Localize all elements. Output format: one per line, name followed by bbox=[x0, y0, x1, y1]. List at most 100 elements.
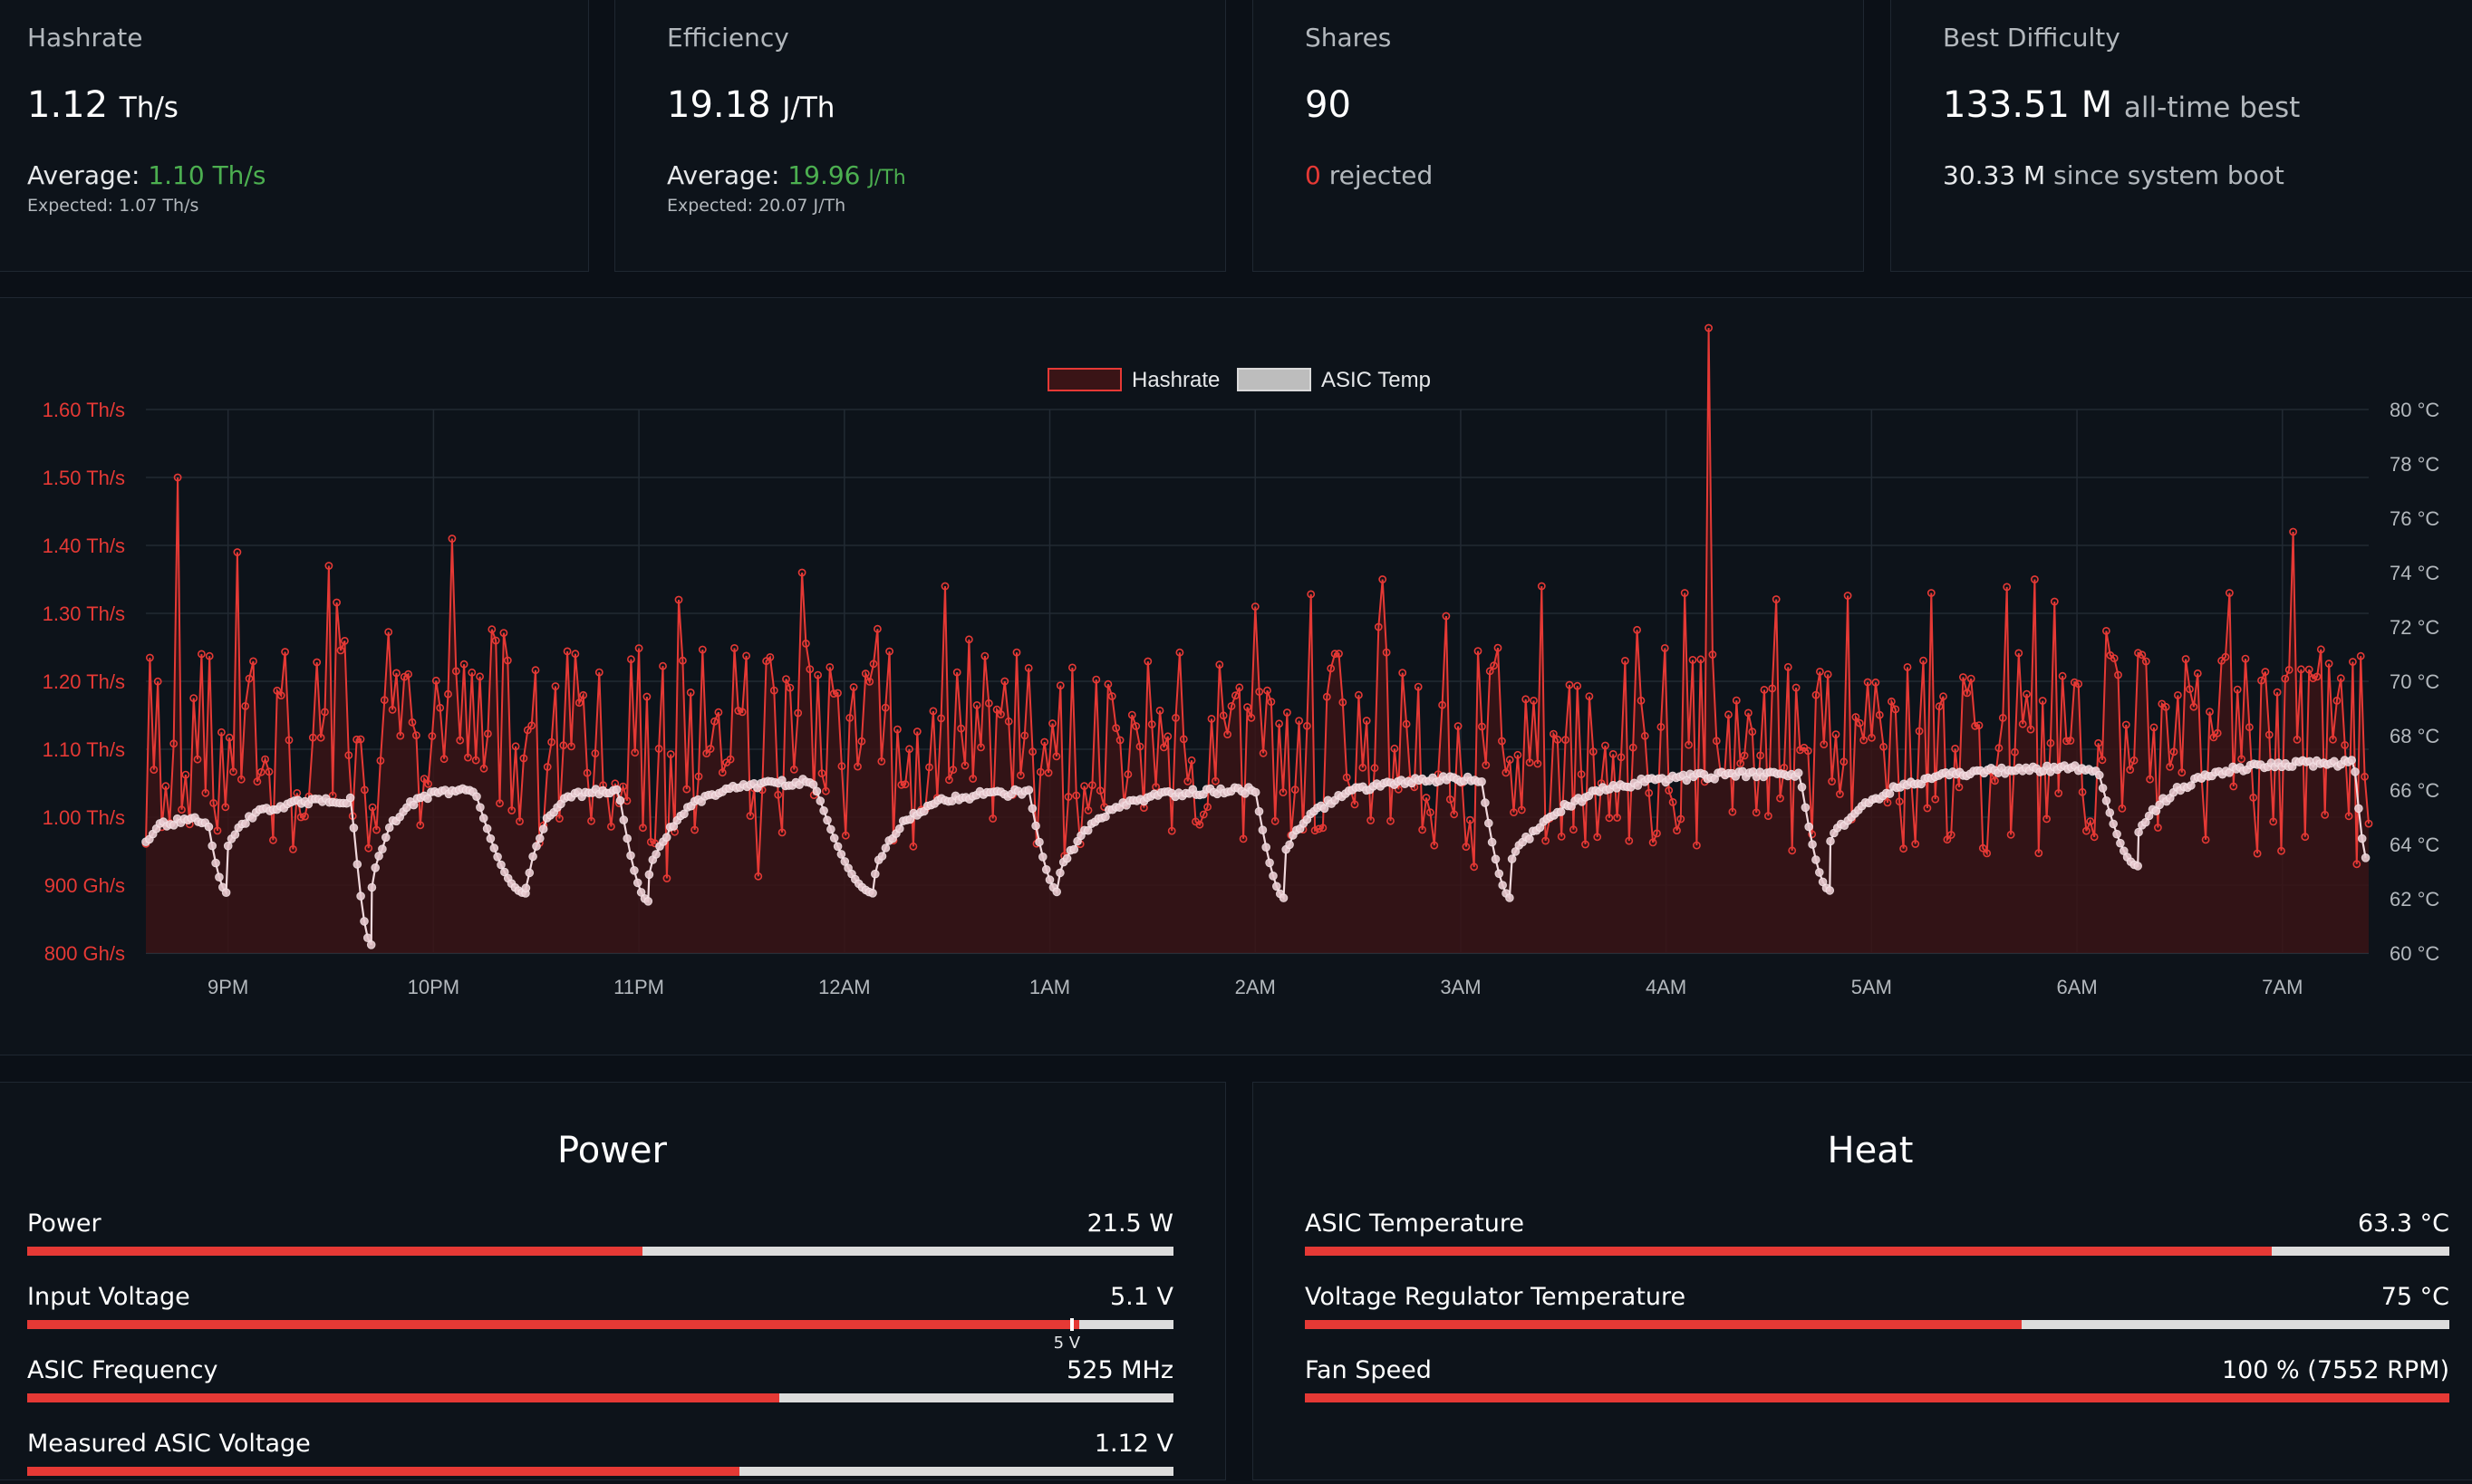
hashrate-point bbox=[229, 767, 237, 776]
hashrate-point bbox=[1530, 696, 1538, 705]
hashrate-point bbox=[2003, 583, 2012, 592]
shares-card: Shares 90 0 rejected bbox=[1252, 0, 1864, 272]
hashrate-point bbox=[957, 724, 965, 733]
hashrate-point bbox=[2321, 811, 2330, 819]
hashrate-point bbox=[1112, 724, 1121, 732]
hashrate-point bbox=[1048, 719, 1057, 728]
asic-temp-point bbox=[367, 882, 377, 892]
hashrate-point bbox=[893, 725, 902, 734]
hashrate-point bbox=[360, 785, 369, 795]
hashrate-point bbox=[1478, 722, 1486, 731]
asic-temp-point bbox=[1101, 812, 1110, 822]
hashrate-point bbox=[1307, 590, 1316, 599]
asic-temp-point bbox=[2112, 829, 2121, 839]
power-row-label: ASIC Frequency bbox=[27, 1356, 218, 1384]
hashrate-point bbox=[797, 568, 806, 577]
hashrate-point bbox=[941, 582, 950, 591]
hashrate-point bbox=[491, 636, 500, 645]
hashrate-point bbox=[989, 814, 998, 823]
hashrate-point bbox=[547, 737, 555, 747]
hashrate-point bbox=[1768, 684, 1777, 693]
hashrate-point bbox=[1760, 685, 1769, 694]
hashrate-point bbox=[2086, 817, 2095, 825]
asic-temp-point bbox=[1041, 864, 1051, 874]
asic-temp-point bbox=[538, 824, 548, 834]
asic-temp-point bbox=[2105, 808, 2115, 817]
hashrate-point bbox=[666, 750, 675, 758]
hashrate-point bbox=[881, 703, 890, 712]
hashrate-point bbox=[471, 756, 480, 765]
hashrate-point bbox=[2213, 728, 2222, 737]
asic-temp-point bbox=[1069, 844, 1079, 854]
hashrate-point bbox=[1490, 661, 1498, 670]
hashrate-point bbox=[2098, 756, 2107, 765]
hashrate-point bbox=[1573, 681, 1582, 690]
hashrate-point bbox=[2030, 575, 2039, 583]
hashrate-point bbox=[738, 708, 747, 717]
hashrate-point bbox=[301, 812, 309, 821]
hashrate-point bbox=[2169, 747, 2178, 756]
hashrate-point bbox=[1017, 771, 1025, 780]
asic-temp-point bbox=[345, 793, 355, 803]
hashrate-point bbox=[857, 737, 866, 746]
asic-temp-point bbox=[532, 842, 541, 851]
shares-label: Shares bbox=[1305, 23, 1392, 53]
hashrate-point bbox=[431, 676, 440, 685]
hashrate-point bbox=[169, 739, 179, 748]
hashrate-point bbox=[2146, 775, 2154, 784]
hashrate-point bbox=[1275, 719, 1283, 728]
hashrate-point bbox=[1335, 650, 1343, 658]
hashrate-point bbox=[1127, 710, 1136, 719]
hashrate-point bbox=[499, 629, 508, 637]
hashrate-point bbox=[2364, 819, 2373, 828]
asic-temp-point bbox=[521, 883, 531, 892]
efficiency-value: 19.18 J/Th bbox=[667, 84, 835, 126]
hashrate-point bbox=[992, 705, 1001, 714]
hashrate-point bbox=[718, 768, 727, 777]
hashrate-point bbox=[1020, 731, 1029, 740]
hashrate-point bbox=[905, 745, 913, 754]
hashrate-point bbox=[1330, 650, 1339, 659]
hashrate-point bbox=[372, 825, 381, 834]
hashrate-point bbox=[1243, 703, 1251, 711]
hashrate-point bbox=[2241, 654, 2250, 663]
hashrate-point bbox=[834, 689, 842, 698]
asic-temp-point bbox=[826, 824, 835, 834]
power-progress-bar bbox=[27, 1247, 1173, 1256]
hashrate-point bbox=[1315, 824, 1323, 834]
power-progress-bar bbox=[27, 1393, 1173, 1402]
hashrate-point bbox=[1931, 795, 1940, 804]
x-tick-label: 6AM bbox=[2056, 976, 2097, 998]
hashrate-point bbox=[782, 675, 790, 683]
x-tick-label: 5AM bbox=[1851, 976, 1892, 998]
hashrate-point bbox=[543, 763, 552, 771]
hashrate-point bbox=[2277, 846, 2285, 855]
hashrate-point bbox=[2050, 597, 2059, 606]
hashrate-point bbox=[1088, 781, 1096, 789]
hashrate-point bbox=[714, 708, 723, 717]
asic-temp-point bbox=[1031, 821, 1040, 831]
hashrate-point bbox=[594, 668, 604, 677]
hashrate-point bbox=[634, 644, 643, 652]
hashrate-point bbox=[1398, 669, 1407, 677]
hashrate-point bbox=[193, 755, 202, 764]
asic-temp-point bbox=[652, 850, 661, 859]
hashrate-point bbox=[268, 835, 277, 844]
asic-temp-point bbox=[528, 852, 537, 862]
asic-temp-point bbox=[1885, 789, 1895, 798]
hashrate-point bbox=[1473, 647, 1482, 655]
asic-temp-point bbox=[371, 862, 380, 872]
hashrate-point bbox=[1752, 808, 1761, 817]
y-right-tick-label: 64 °C bbox=[2390, 834, 2439, 856]
hashrate-point bbox=[1327, 664, 1336, 673]
hashrate-point bbox=[1064, 793, 1073, 801]
asic-temp-point bbox=[374, 851, 383, 861]
hashrate-point bbox=[1585, 692, 1594, 700]
hashrate-point bbox=[949, 766, 958, 774]
asic-temp-point bbox=[1793, 768, 1803, 777]
hashrate-point bbox=[1744, 708, 1753, 718]
hashrate-point bbox=[2221, 652, 2230, 661]
hashrate-point bbox=[1704, 323, 1713, 332]
hashrate-point bbox=[591, 749, 600, 757]
hashrate-point bbox=[1525, 758, 1534, 766]
